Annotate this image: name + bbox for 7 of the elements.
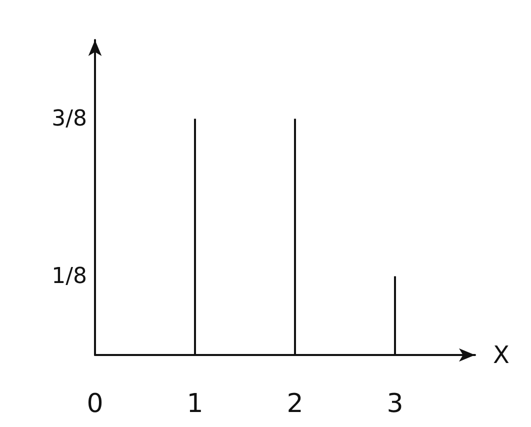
x-tick-label: 1 [186, 389, 204, 419]
x-tick-label: 3 [386, 389, 404, 419]
x-axis-title: X [493, 341, 510, 369]
x-tick-label: 2 [286, 389, 304, 419]
x-tick-label: 0 [86, 389, 104, 419]
y-tick-label: 1/8 [52, 264, 87, 289]
y-tick-label: 3/8 [52, 106, 87, 132]
